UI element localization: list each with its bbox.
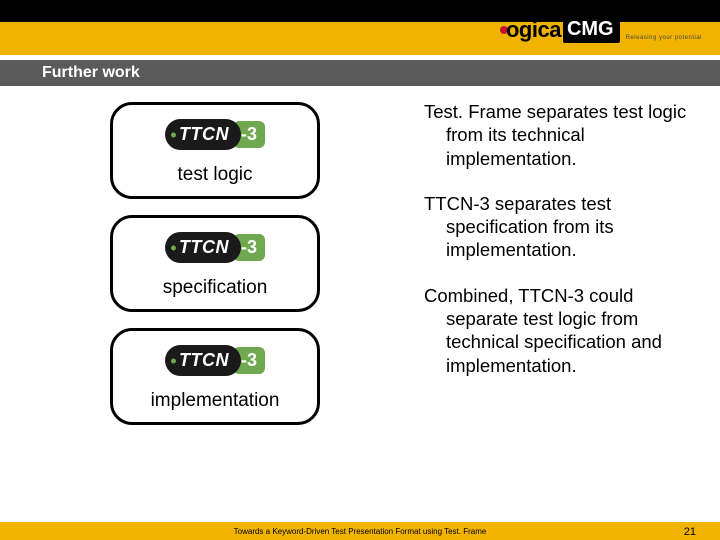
box-implementation: TTCN -3 implementation [110,328,320,425]
box-specification: TTCN -3 specification [110,215,320,312]
ttcn-pill: TTCN [165,232,241,263]
paragraph-text: TTCN-3 separates test specification from… [424,192,690,262]
ttcn-pill: TTCN [165,119,241,150]
footer-band: Towards a Keyword-Driven Test Presentati… [0,522,720,540]
logo-part1: ogica [506,17,561,43]
ttcn-pill: TTCN [165,345,241,376]
ttcn3-badge-icon: TTCN -3 [165,232,265,263]
ttcn-text: TTCN [179,350,229,370]
footer-text: Towards a Keyword-Driven Test Presentati… [234,527,487,536]
ttcn-dot-icon [171,132,176,137]
box-test-logic: TTCN -3 test logic [110,102,320,199]
slide: ogica CMG Releasing your potential Furth… [0,0,720,540]
page-title: Further work [42,64,140,82]
ttcn3-badge-icon: TTCN -3 [165,119,265,150]
ttcn-dot-icon [171,245,176,250]
logo-part2: CMG [563,16,620,43]
paragraph-2: TTCN-3 separates test specification from… [424,192,690,262]
paragraph-1: Test. Frame separates test logic from it… [424,100,690,170]
ttcn-text: TTCN [179,124,229,144]
ttcn-text: TTCN [179,237,229,257]
company-logo: ogica CMG Releasing your potential [500,16,702,43]
paragraph-text: Combined, TTCN-3 could separate test log… [424,284,690,377]
text-column: Test. Frame separates test logic from it… [340,96,720,516]
box-label: specification [163,277,268,299]
logo-tagline: Releasing your potential [626,35,702,43]
box-label: implementation [151,390,280,412]
title-bar: Further work [0,60,720,86]
paragraph-3: Combined, TTCN-3 could separate test log… [424,284,690,377]
box-label: test logic [178,164,253,186]
paragraph-text: Test. Frame separates test logic from it… [424,100,690,170]
page-number: 21 [684,526,696,538]
ttcn-dot-icon [171,358,176,363]
ttcn3-badge-icon: TTCN -3 [165,345,265,376]
content-area: TTCN -3 test logic TTCN -3 specification [0,96,720,516]
diagram-column: TTCN -3 test logic TTCN -3 specification [0,96,340,516]
